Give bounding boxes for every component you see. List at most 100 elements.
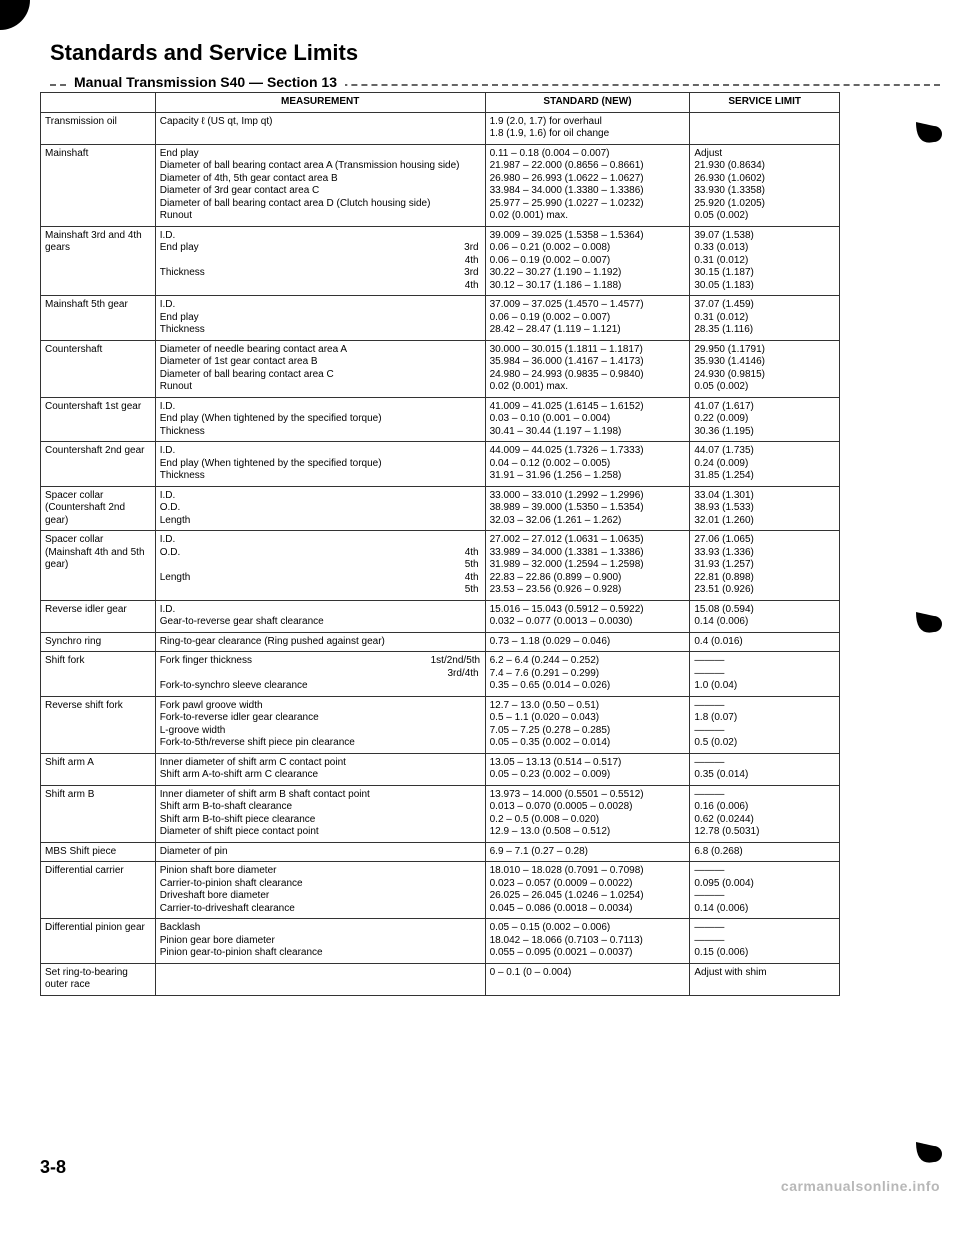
cell-item: Mainshaft (41, 144, 156, 226)
cell-standard: 0.73 – 1.18 (0.029 – 0.046) (485, 632, 690, 652)
cell-measurement: Capacity ℓ (US qt, Imp qt) (155, 112, 485, 144)
page-corner-decoration (0, 0, 30, 30)
cell-measurement: I.D.End play (When tightened by the spec… (155, 442, 485, 487)
table-row: Countershaft 1st gearI.D.End play (When … (41, 397, 840, 442)
cell-measurement: Fork pawl groove widthFork-to-reverse id… (155, 696, 485, 753)
cell-standard: 6.2 – 6.4 (0.244 – 0.252)7.4 – 7.6 (0.29… (485, 652, 690, 697)
cell-standard: 1.9 (2.0, 1.7) for overhaul1.8 (1.9, 1.6… (485, 112, 690, 144)
cell-measurement: End playDiameter of ball bearing contact… (155, 144, 485, 226)
section-divider: Manual Transmission S40 — Section 13 (50, 84, 940, 86)
cell-limit: ———0.16 (0.006)0.62 (0.0244)12.78 (0.503… (690, 785, 840, 842)
cell-limit: 15.08 (0.594)0.14 (0.006) (690, 600, 840, 632)
cell-limit: 37.07 (1.459)0.31 (0.012)28.35 (1.116) (690, 296, 840, 341)
cell-standard: 37.009 – 37.025 (1.4570 – 1.4577)0.06 – … (485, 296, 690, 341)
cell-item: Countershaft (41, 340, 156, 397)
cell-item: Shift arm B (41, 785, 156, 842)
cell-standard: 0 – 0.1 (0 – 0.004) (485, 963, 690, 995)
cell-limit: 39.07 (1.538)0.33 (0.013)0.31 (0.012)30.… (690, 226, 840, 296)
cell-item: Differential carrier (41, 862, 156, 919)
section-label: Manual Transmission S40 — Section 13 (66, 74, 345, 90)
table-row: Spacer collar (Mainshaft 4th and 5th gea… (41, 531, 840, 601)
cell-item: Spacer collar (Mainshaft 4th and 5th gea… (41, 531, 156, 601)
cell-standard: 12.7 – 13.0 (0.50 – 0.51)0.5 – 1.1 (0.02… (485, 696, 690, 753)
cell-item: Set ring-to-bearing outer race (41, 963, 156, 995)
header-measurement: MEASUREMENT (155, 93, 485, 113)
cell-measurement: I.D.O.D.4th 5thLength4th 5th (155, 531, 485, 601)
header-standard: STANDARD (NEW) (485, 93, 690, 113)
cell-measurement: I.D.O.D.Length (155, 486, 485, 531)
cell-measurement: Inner diameter of shift arm B shaft cont… (155, 785, 485, 842)
cell-measurement: BacklashPinion gear bore diameterPinion … (155, 919, 485, 964)
cell-item: Countershaft 1st gear (41, 397, 156, 442)
cell-item: Reverse shift fork (41, 696, 156, 753)
cell-measurement: Ring-to-gear clearance (Ring pushed agai… (155, 632, 485, 652)
table-row: Shift forkFork finger thickness1st/2nd/5… (41, 652, 840, 697)
table-row: Differential pinion gearBacklashPinion g… (41, 919, 840, 964)
cell-limit: ——————1.0 (0.04) (690, 652, 840, 697)
cell-item: Differential pinion gear (41, 919, 156, 964)
table-row: Differential carrierPinion shaft bore di… (41, 862, 840, 919)
thumb-tab-icon (914, 1140, 948, 1175)
header-item (41, 93, 156, 113)
cell-measurement: I.D.End play (When tightened by the spec… (155, 397, 485, 442)
cell-item: Mainshaft 3rd and 4th gears (41, 226, 156, 296)
cell-measurement: Inner diameter of shift arm C contact po… (155, 753, 485, 785)
cell-standard: 0.11 – 0.18 (0.004 – 0.007)21.987 – 22.0… (485, 144, 690, 226)
table-row: Transmission oilCapacity ℓ (US qt, Imp q… (41, 112, 840, 144)
table-row: Countershaft 2nd gearI.D.End play (When … (41, 442, 840, 487)
cell-limit (690, 112, 840, 144)
cell-limit: 6.8 (0.268) (690, 842, 840, 862)
table-row: MBS Shift pieceDiameter of pin6.9 – 7.1 … (41, 842, 840, 862)
cell-limit: 29.950 (1.1791)35.930 (1.4146)24.930 (0.… (690, 340, 840, 397)
cell-standard: 39.009 – 39.025 (1.5358 – 1.5364)0.06 – … (485, 226, 690, 296)
cell-limit: 33.04 (1.301)38.93 (1.533)32.01 (1.260) (690, 486, 840, 531)
cell-standard: 18.010 – 18.028 (0.7091 – 0.7098)0.023 –… (485, 862, 690, 919)
cell-limit: 44.07 (1.735)0.24 (0.009)31.85 (1.254) (690, 442, 840, 487)
cell-limit: ———0.095 (0.004)———0.14 (0.006) (690, 862, 840, 919)
cell-item: MBS Shift piece (41, 842, 156, 862)
page-title: Standards and Service Limits (50, 40, 940, 66)
cell-measurement: I.D.Gear-to-reverse gear shaft clearance (155, 600, 485, 632)
cell-standard: 44.009 – 44.025 (1.7326 – 1.7333)0.04 – … (485, 442, 690, 487)
cell-limit: ——————0.15 (0.006) (690, 919, 840, 964)
cell-item: Mainshaft 5th gear (41, 296, 156, 341)
table-row: Reverse idler gearI.D.Gear-to-reverse ge… (41, 600, 840, 632)
cell-limit: Adjust with shim (690, 963, 840, 995)
cell-item: Reverse idler gear (41, 600, 156, 632)
table-row: Shift arm BInner diameter of shift arm B… (41, 785, 840, 842)
table-row: Mainshaft 3rd and 4th gearsI.D.End play3… (41, 226, 840, 296)
cell-standard: 41.009 – 41.025 (1.6145 – 1.6152)0.03 – … (485, 397, 690, 442)
cell-limit: ———1.8 (0.07)———0.5 (0.02) (690, 696, 840, 753)
cell-measurement (155, 963, 485, 995)
table-row: Mainshaft 5th gearI.D.End playThickness3… (41, 296, 840, 341)
cell-measurement: Diameter of pin (155, 842, 485, 862)
header-limit: SERVICE LIMIT (690, 93, 840, 113)
cell-standard: 13.973 – 14.000 (0.5501 – 0.5512)0.013 –… (485, 785, 690, 842)
cell-item: Shift arm A (41, 753, 156, 785)
cell-standard: 6.9 – 7.1 (0.27 – 0.28) (485, 842, 690, 862)
cell-limit: 41.07 (1.617)0.22 (0.009)30.36 (1.195) (690, 397, 840, 442)
cell-measurement: I.D.End play3rd 4thThickness3rd 4th (155, 226, 485, 296)
table-row: Reverse shift forkFork pawl groove width… (41, 696, 840, 753)
thumb-tab-icon (914, 120, 948, 155)
cell-measurement: Diameter of needle bearing contact area … (155, 340, 485, 397)
cell-item: Synchro ring (41, 632, 156, 652)
cell-standard: 13.05 – 13.13 (0.514 – 0.517)0.05 – 0.23… (485, 753, 690, 785)
cell-item: Shift fork (41, 652, 156, 697)
table-row: Synchro ringRing-to-gear clearance (Ring… (41, 632, 840, 652)
cell-standard: 33.000 – 33.010 (1.2992 – 1.2996)38.989 … (485, 486, 690, 531)
cell-standard: 27.002 – 27.012 (1.0631 – 1.0635)33.989 … (485, 531, 690, 601)
thumb-tab-icon (914, 610, 948, 645)
table-row: Set ring-to-bearing outer race 0 – 0.1 (0… (41, 963, 840, 995)
cell-limit: 27.06 (1.065)33.93 (1.336)31.93 (1.257)2… (690, 531, 840, 601)
table-row: CountershaftDiameter of needle bearing c… (41, 340, 840, 397)
cell-item: Transmission oil (41, 112, 156, 144)
cell-limit: 0.4 (0.016) (690, 632, 840, 652)
cell-item: Countershaft 2nd gear (41, 442, 156, 487)
table-row: MainshaftEnd playDiameter of ball bearin… (41, 144, 840, 226)
cell-standard: 0.05 – 0.15 (0.002 – 0.006)18.042 – 18.0… (485, 919, 690, 964)
table-row: Spacer collar (Countershaft 2nd gear)I.D… (41, 486, 840, 531)
cell-limit: ———0.35 (0.014) (690, 753, 840, 785)
cell-item: Spacer collar (Countershaft 2nd gear) (41, 486, 156, 531)
cell-standard: 15.016 – 15.043 (0.5912 – 0.5922)0.032 –… (485, 600, 690, 632)
